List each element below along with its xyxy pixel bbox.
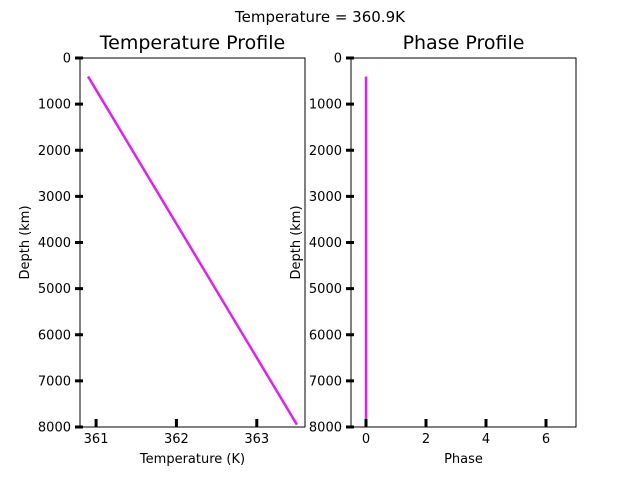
subplot-2: 0 1000 2000 3000 4000 5000 6000 7000 8000 0 2 4 6 Pha…	[289, 32, 577, 467]
subplot-title: Phase Profile	[403, 32, 525, 54]
y-tick-label: 8000	[309, 421, 342, 436]
x-tick-label: 4	[482, 432, 490, 447]
y-tick-label: 6000	[38, 328, 71, 343]
y-axis-label: Depth (km)	[289, 205, 304, 279]
y-tick-label: 3000	[38, 190, 71, 205]
x-tick-label: 361	[84, 432, 109, 447]
series-line-1	[86, 75, 299, 426]
y-axis-label: Depth (km)	[18, 205, 33, 279]
x-tick-label: 362	[164, 432, 189, 447]
x-axis-label: Temperature (K)	[139, 452, 245, 467]
y-tick-label: 5000	[38, 282, 71, 297]
x-tick-label: 0	[362, 432, 370, 447]
y-tick-label: 0	[63, 52, 71, 67]
figure-title: Temperature = 360.9K	[234, 8, 406, 26]
y-tick-label: 1000	[309, 98, 342, 113]
x-axis-label: Phase	[444, 452, 483, 467]
y-tick-label: 7000	[38, 374, 71, 389]
y-tick-label: 0	[334, 52, 342, 67]
y-tick-label: 2000	[38, 144, 71, 159]
y-tick-label: 6000	[309, 328, 342, 343]
axes-frame	[79, 57, 306, 428]
subplot-title: Temperature Profile	[99, 32, 285, 54]
axes-frame	[350, 57, 577, 428]
charts: 0 1000 2000 3000 4000 5000 6000 7000 8000 361 362 3…	[18, 32, 577, 467]
y-tick-label: 1000	[38, 98, 71, 113]
y-tick-label: 8000	[38, 421, 71, 436]
x-tick-label: 363	[244, 432, 269, 447]
y-tick-label: 3000	[309, 190, 342, 205]
y-tick-label: 2000	[309, 144, 342, 159]
x-tick-label: 6	[542, 432, 550, 447]
y-tick-label: 7000	[309, 374, 342, 389]
subplot-1: 0 1000 2000 3000 4000 5000 6000 7000 8000 361 362 3…	[18, 32, 306, 467]
x-tick-label: 2	[422, 432, 430, 447]
y-tick-label: 5000	[309, 282, 342, 297]
y-tick-label: 4000	[309, 236, 342, 251]
y-tick-label: 4000	[38, 236, 71, 251]
